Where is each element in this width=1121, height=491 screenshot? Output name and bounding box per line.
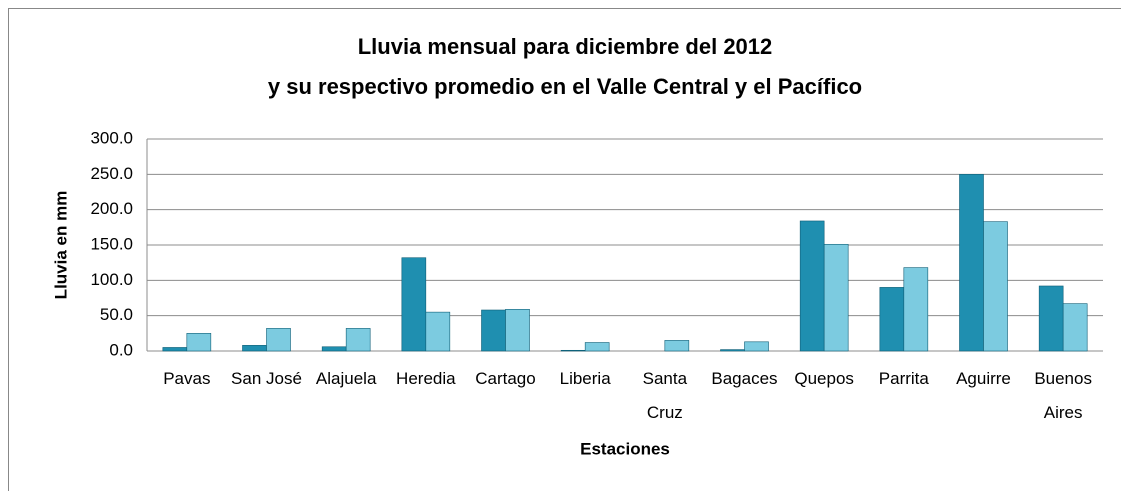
y-tick-label: 200.0	[90, 199, 133, 218]
x-tick-label: Liberia	[559, 369, 611, 388]
x-tick-label: Alajuela	[315, 369, 377, 388]
bar	[823, 243, 849, 352]
bar	[983, 221, 1008, 352]
chart-title: Lluvia mensual para diciembre del 2012	[358, 34, 773, 59]
bar	[162, 347, 188, 352]
y-axis-title: Lluvia en mm	[51, 191, 70, 300]
x-tick-label: Cartago	[475, 369, 536, 388]
bar	[266, 328, 291, 352]
x-tick-label: San José	[231, 369, 302, 388]
chart-title: y su respectivo promedio en el Valle Cen…	[268, 74, 862, 99]
bar	[242, 345, 267, 352]
y-tick-label: 300.0	[90, 128, 133, 147]
x-tick-label: Pavas	[163, 369, 211, 388]
bar	[345, 328, 371, 352]
x-tick-label: Quepos	[794, 369, 854, 388]
bar	[1062, 303, 1088, 352]
x-tick-label: Parrita	[878, 369, 929, 388]
bar	[425, 311, 451, 352]
bar	[664, 340, 690, 352]
x-tick-label: Santa Cruz	[642, 369, 688, 422]
bar	[799, 220, 825, 352]
bar	[903, 267, 929, 352]
bar	[481, 309, 506, 352]
bar	[186, 333, 212, 352]
y-tick-label: 0.0	[109, 340, 133, 359]
bar	[584, 342, 610, 352]
x-tick-label: Aguirre	[956, 369, 1011, 388]
x-axis-title: Estaciones	[580, 439, 670, 458]
bar	[321, 346, 347, 352]
chart-border	[8, 8, 1121, 491]
bar	[560, 349, 586, 352]
y-tick-label: 50.0	[100, 305, 133, 324]
x-tick-label: Heredia	[396, 369, 456, 388]
bar	[401, 257, 427, 352]
bar	[744, 341, 769, 352]
bar	[720, 349, 745, 352]
bar	[959, 174, 984, 352]
bar	[505, 309, 530, 352]
x-tick-label: Buenos Aires	[1034, 369, 1092, 422]
bar	[1038, 285, 1064, 352]
y-tick-label: 250.0	[90, 164, 133, 183]
bar	[879, 287, 905, 352]
y-tick-label: 100.0	[90, 270, 133, 289]
y-tick-label: 150.0	[90, 234, 133, 253]
x-tick-label: Bagaces	[711, 369, 778, 388]
